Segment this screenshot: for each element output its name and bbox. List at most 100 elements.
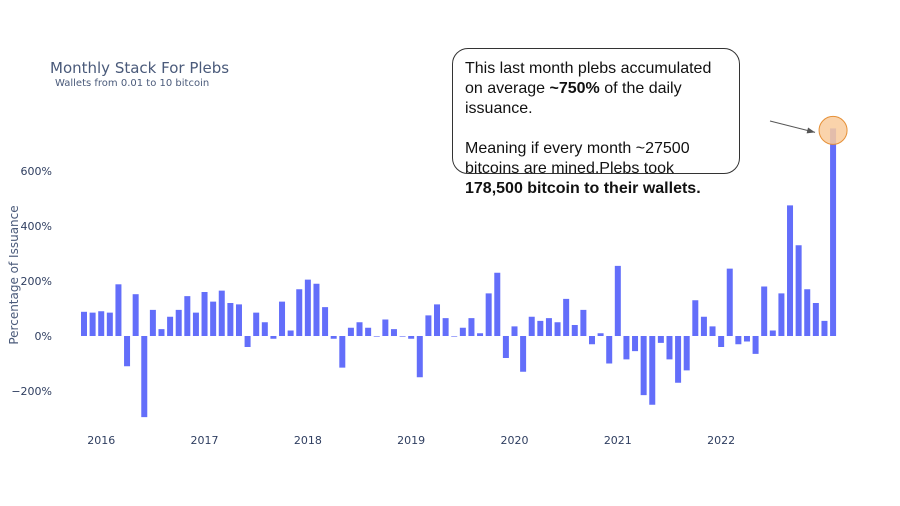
bar: [778, 293, 785, 337]
y-tick-label: 400%: [21, 220, 52, 233]
bar: [235, 304, 242, 337]
bar: [339, 336, 346, 368]
bar: [787, 205, 794, 337]
bar: [459, 327, 466, 336]
bar: [554, 322, 561, 336]
bar: [356, 322, 363, 336]
bar: [795, 245, 802, 336]
bar: [416, 336, 423, 378]
bar: [769, 330, 776, 336]
annotation-box: This last month plebs accumulated on ave…: [452, 48, 740, 197]
bar: [89, 312, 96, 337]
x-tick-label: 2020: [501, 434, 529, 447]
bar: [726, 268, 733, 337]
x-tick-label: 2019: [397, 434, 425, 447]
chart-subtitle: Wallets from 0.01 to 10 bitcoin: [55, 78, 209, 89]
bar: [149, 309, 156, 337]
bar: [434, 304, 441, 337]
bar: [528, 316, 535, 336]
y-axis-label: Percentage of Issuance: [7, 205, 21, 344]
bar: [580, 309, 587, 337]
x-tick-label: 2018: [294, 434, 322, 447]
bar: [477, 333, 484, 336]
bar: [537, 320, 544, 337]
bar: [821, 320, 828, 337]
bar: [425, 315, 432, 337]
bar: [322, 307, 329, 337]
x-tick-label: 2021: [604, 434, 632, 447]
bar: [442, 318, 449, 337]
bar: [175, 309, 182, 337]
bar: [106, 312, 113, 337]
bar: [485, 293, 492, 337]
bar: [709, 326, 716, 337]
bar: [184, 296, 191, 337]
y-tick-label: 200%: [21, 275, 52, 288]
y-tick-label: 600%: [21, 165, 52, 178]
bar: [408, 336, 415, 339]
bar: [244, 336, 251, 347]
bar: [520, 336, 527, 372]
bar: [132, 294, 139, 336]
bar: [304, 279, 311, 337]
bar: [657, 336, 664, 343]
bar: [692, 300, 699, 336]
bar: [399, 336, 406, 337]
bar: [451, 336, 458, 337]
bar: [640, 336, 647, 396]
bar: [365, 327, 372, 336]
bar: [373, 336, 380, 337]
x-tick-label: 2016: [87, 434, 115, 447]
highlight-circle: [818, 115, 848, 145]
bar: [287, 330, 294, 336]
bar: [227, 303, 234, 336]
bar: [158, 329, 165, 337]
bar: [563, 298, 570, 337]
bar: [270, 336, 277, 339]
bar: [81, 311, 87, 336]
bar: [167, 316, 174, 336]
bar: [614, 265, 621, 337]
bar: [666, 336, 673, 360]
annotation-paragraph-2: Meaning if every month ~27500 bitcoins a…: [465, 140, 701, 197]
y-tick-label: 0%: [35, 330, 52, 343]
bar: [683, 336, 690, 371]
bar: [752, 336, 759, 354]
bar: [632, 336, 639, 352]
annotation-arrow: [769, 120, 816, 134]
bar: [804, 289, 811, 336]
x-tick-label: 2017: [191, 434, 219, 447]
bar: [623, 336, 630, 360]
bar: [511, 326, 518, 337]
chart-title: Monthly Stack For Plebs: [50, 59, 229, 77]
bar: [218, 290, 225, 337]
bar: [253, 312, 260, 337]
bar: [700, 316, 707, 336]
bar: [830, 128, 837, 336]
bar: [588, 336, 595, 345]
bar: [201, 292, 208, 336]
bar: [124, 336, 131, 367]
bar: [545, 318, 552, 337]
y-tick-label: −200%: [11, 385, 52, 398]
bar: [468, 318, 475, 337]
bar: [735, 336, 742, 345]
annotation-paragraph-1: This last month plebs accumulated on ave…: [465, 60, 712, 117]
bar: [279, 301, 286, 337]
bar: [718, 336, 725, 347]
bar: [296, 289, 303, 336]
bar: [382, 319, 389, 336]
bar: [261, 322, 268, 336]
bar: [98, 311, 105, 336]
x-tick-label: 2022: [707, 434, 735, 447]
bar: [313, 283, 320, 336]
bar: [743, 336, 750, 342]
bar: [812, 303, 819, 336]
bar: [347, 327, 354, 336]
bar: [494, 272, 501, 336]
bar: [390, 329, 397, 337]
bar: [115, 284, 122, 336]
bar: [330, 336, 337, 339]
bar: [761, 286, 768, 336]
